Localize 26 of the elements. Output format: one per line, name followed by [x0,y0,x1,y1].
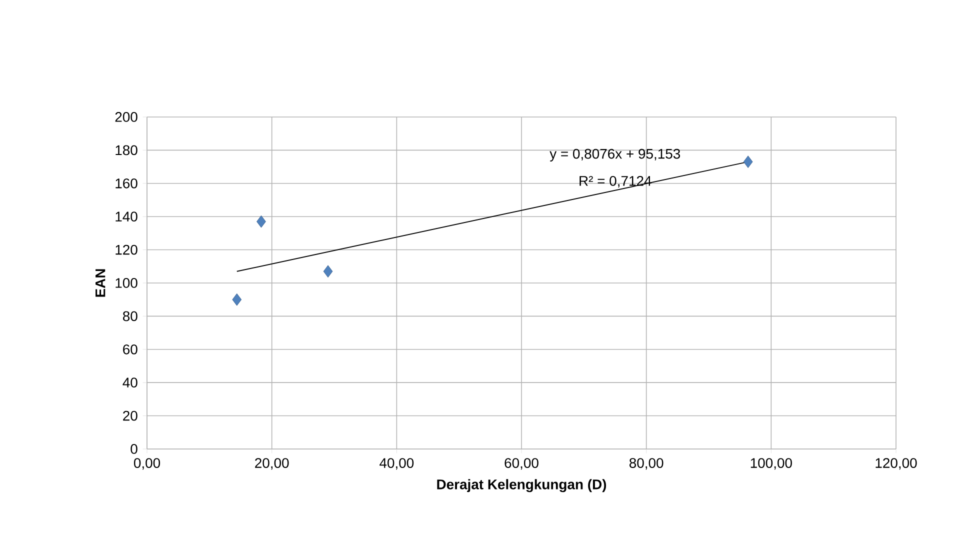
y-tick-label: 0 [130,444,138,454]
annotation: y = 0,8076x + 95,153 [550,148,680,162]
y-tick-label: 160 [116,178,138,188]
x-tick-label: 60,00 [504,458,538,470]
y-tick-label: 40 [122,378,138,388]
y-tick-label: 20 [123,410,138,421]
y-tick-label: 80 [123,311,138,322]
point [256,215,266,228]
x-tick-label: 0,00 [134,458,160,470]
y-tick-label: 180 [116,145,138,156]
point [743,156,753,168]
x-axis-title: Derajat Kelengkungan (D) [437,479,606,492]
y-tick-label: 120 [116,244,138,255]
y-tick-label: 100 [116,278,138,288]
annotation: R² = 0,7124 [580,176,652,188]
x-tick-label: 20,00 [255,458,289,470]
x-tick-label: 80,00 [630,458,664,470]
x-tick-label: 40,00 [380,458,414,470]
y-tick-label: 200 [115,112,138,122]
y-axis-title: EAN [96,269,106,297]
y-tick-label: 140 [116,212,138,222]
x-tick-label: 100,00 [750,458,792,470]
point [232,293,242,306]
point [323,265,333,278]
y-tick-label: 60 [123,344,138,354]
x-tick-label: 120,00 [876,458,917,470]
